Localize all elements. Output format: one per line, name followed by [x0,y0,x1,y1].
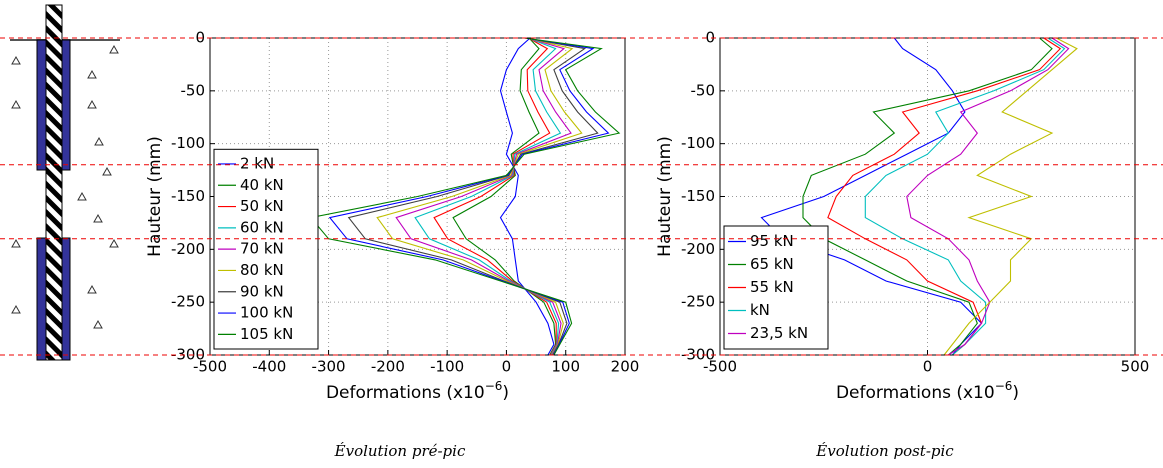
x-tick-label: 500 [1121,358,1150,376]
x-axis-label: Deformations (x10−6) [326,379,509,404]
y-axis-label: Hauteur (mm) [145,136,165,257]
legend-label: 50 kN [240,197,284,215]
y-tick-label: -200 [681,240,715,258]
x-tick-label: 200 [611,358,640,376]
series-line [309,37,621,356]
series-line [452,37,557,356]
x-axis-label-exponent: −6 [995,379,1013,393]
series-line [433,37,557,356]
legend-label: kN [750,301,770,319]
y-tick-label: -250 [171,293,205,311]
series-line [328,37,610,356]
legend-label: 40 kN [240,176,284,194]
y-tick-label: -100 [171,134,205,152]
x-axis-label-end: ) [502,383,509,403]
legend-label: 95 kN [750,232,794,250]
legend-label: 105 kN [240,325,293,343]
caption: Évolution pré-pic [334,442,466,460]
x-axis-label-end: ) [1012,383,1019,403]
caption: Évolution post-pic [815,442,954,460]
y-tick-label: -100 [681,134,715,152]
series-line [376,37,583,356]
x-tick-label: 100 [551,358,580,376]
x-axis-label: Deformations (x10−6) [836,379,1019,404]
x-axis-label-exponent: −6 [485,379,503,393]
y-tick-label: -150 [681,187,715,205]
legend-label: 80 kN [240,261,284,279]
series-line [864,37,1066,356]
y-tick-label: 0 [705,29,715,47]
series-line [347,37,599,356]
series-line [802,37,1053,356]
series-line [499,37,555,356]
x-axis-label-text: Deformations (x10 [326,383,485,403]
y-tick-label: -300 [171,346,205,364]
series-line [827,37,1062,356]
y-tick-label: -250 [681,293,715,311]
y-tick-label: -150 [171,187,205,205]
series-line [395,37,572,356]
x-tick-label: -500 [703,358,737,376]
series-line [760,37,983,356]
x-tick-label: -300 [312,358,346,376]
pile-schematic [10,4,120,361]
series-line [414,37,562,356]
x-tick-label: -100 [430,358,464,376]
legend-label: 23,5 kN [750,324,808,342]
y-tick-label: -50 [691,81,716,99]
x-axis-label-text: Deformations (x10 [836,383,995,403]
legend-label: 70 kN [240,240,284,258]
x-tick-label: -400 [252,358,286,376]
series-line [943,37,1078,356]
legend-label: 65 kN [750,255,794,273]
series-line [906,37,1070,356]
x-tick-label: 0 [502,358,512,376]
legend-label: 55 kN [750,278,794,296]
y-tick-label: -200 [171,240,205,258]
legend-label: 90 kN [240,282,284,300]
x-tick-label: -500 [193,358,227,376]
legend-label: 60 kN [240,218,284,236]
legend-label: 100 kN [240,304,293,322]
y-tick-label: -50 [181,81,206,99]
legend-label: 2 kN [240,154,274,172]
x-tick-label: 0 [923,358,933,376]
x-tick-label: -200 [371,358,405,376]
y-axis-label: Hauteur (mm) [655,136,675,257]
